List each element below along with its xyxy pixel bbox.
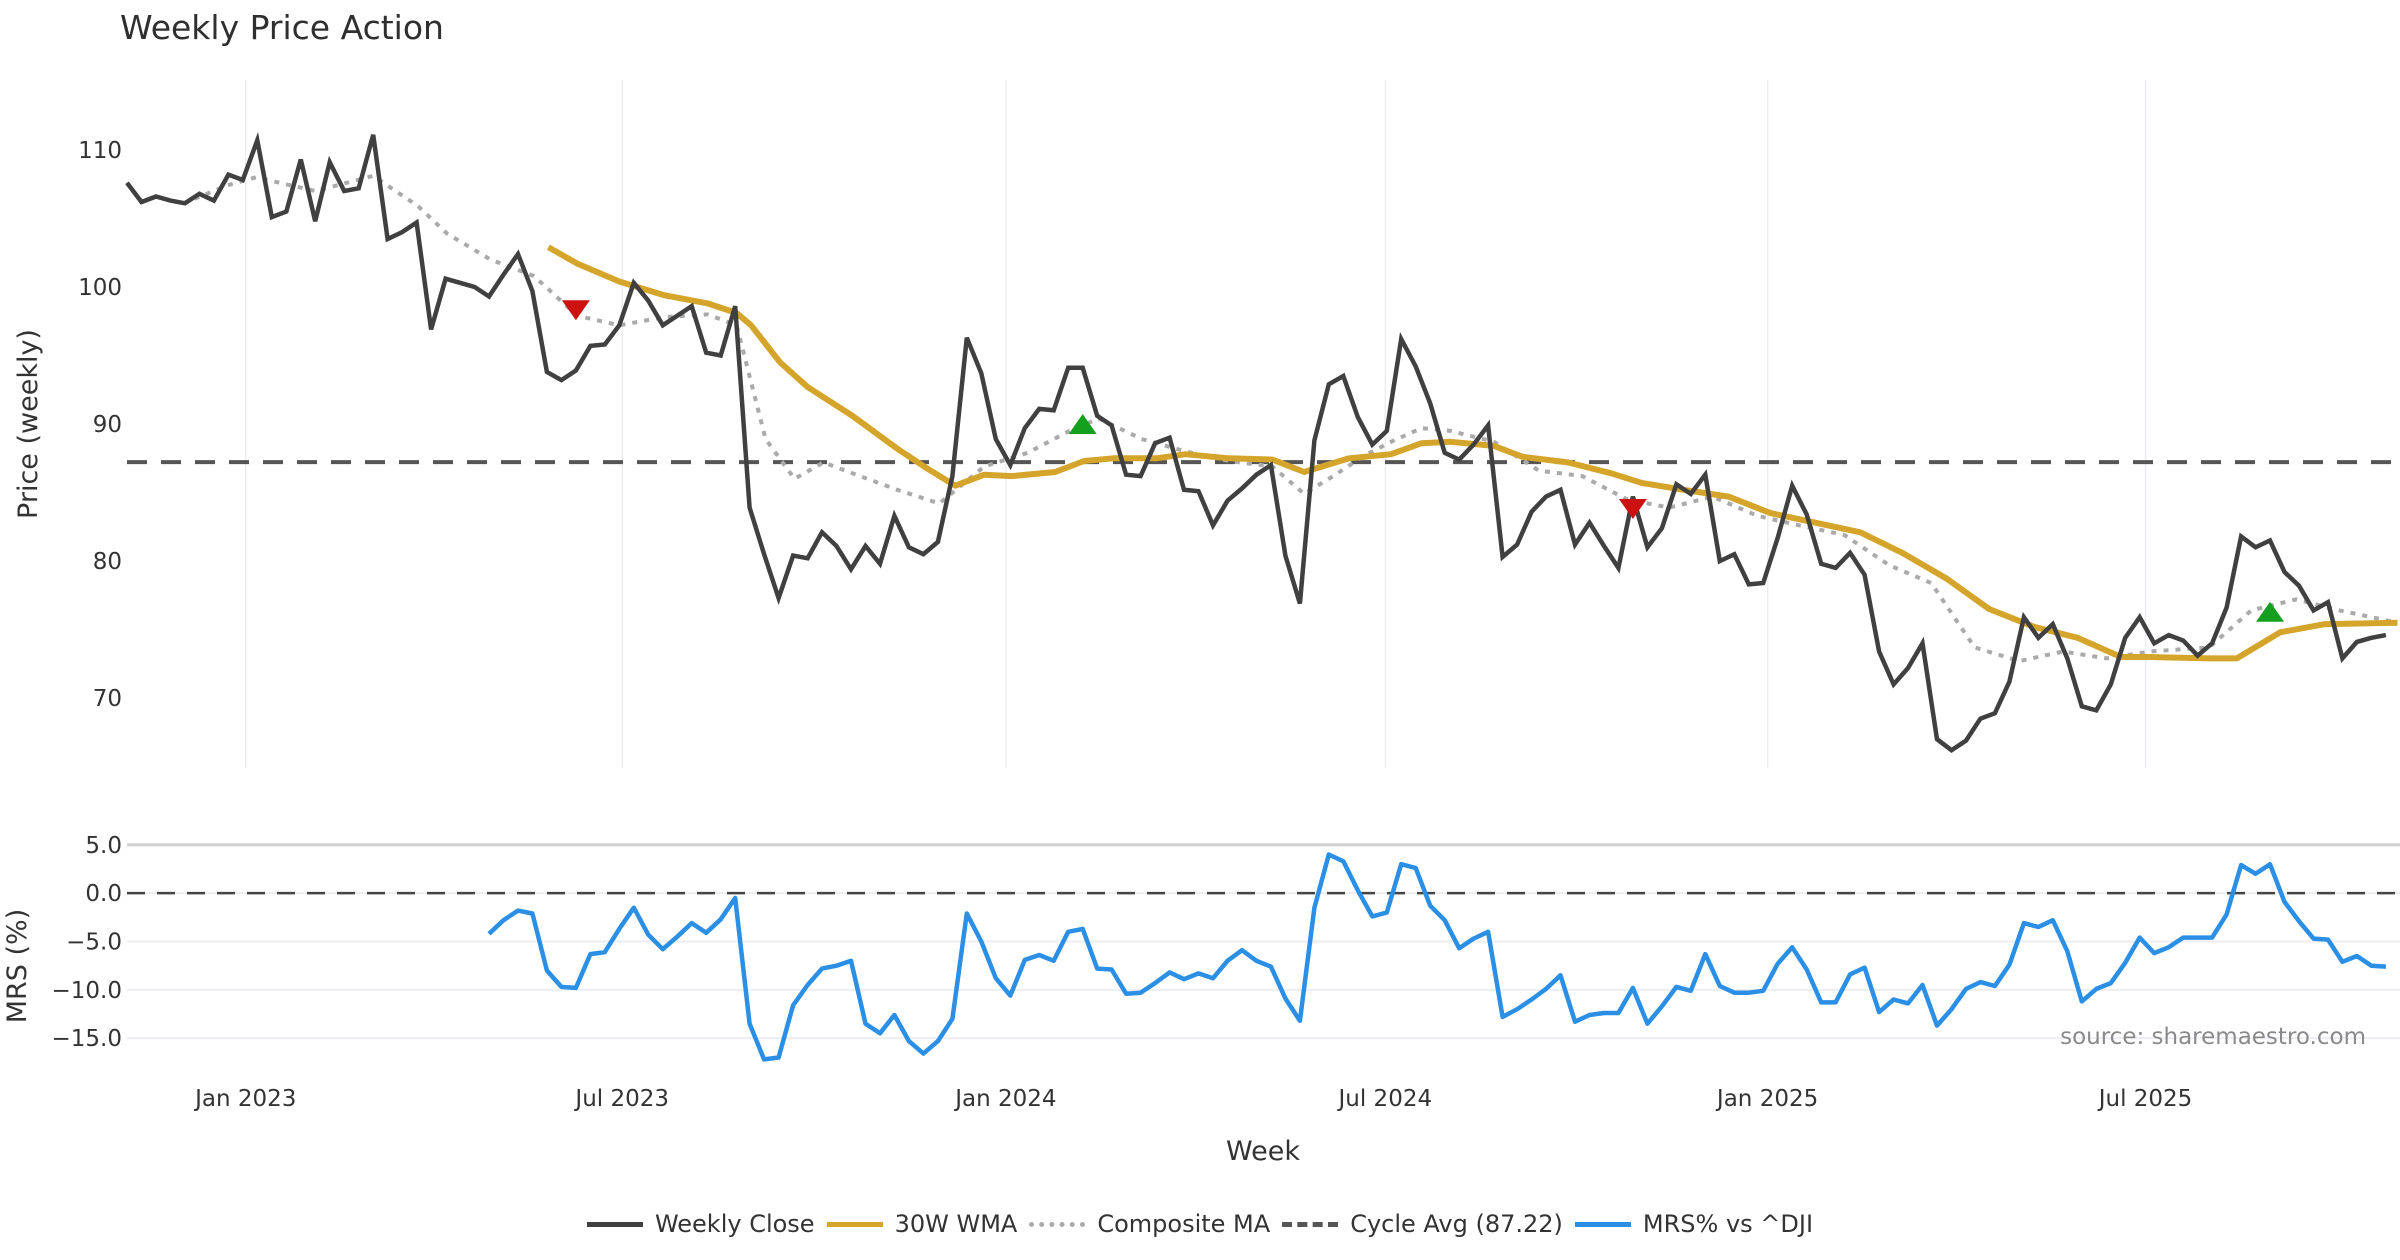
chart-canvas: 70 80 90 100 110 5.0 0.0 −5.0 −10.0 −15.0 Jan 20…: [2, 80, 2400, 1167]
price-y-ticks: 70 80 90 100 110: [78, 138, 122, 712]
wma-30w-line: [546, 244, 2398, 662]
legend-swatch: [826, 1221, 883, 1227]
legend-swatch: [1574, 1221, 1631, 1227]
x-tick-label: Jul 2024: [1337, 1086, 1433, 1112]
legend-label: Cycle Avg (87.22): [1350, 1210, 1563, 1238]
x-tick-label: Jan 2024: [953, 1086, 1056, 1112]
mrs-y-tick-label: −5.0: [66, 930, 122, 956]
signal-markers: [561, 300, 2285, 622]
buy-signal-marker: [1068, 414, 1097, 434]
mrs-y-tick-label: −15.0: [52, 1026, 122, 1052]
legend-label: 30W WMA: [894, 1210, 1018, 1238]
legend-label: Weekly Close: [654, 1210, 815, 1238]
price-y-tick-label: 90: [93, 412, 122, 438]
price-y-tick-label: 110: [78, 138, 122, 164]
legend-swatch: [586, 1221, 643, 1227]
mrs-line: [487, 852, 2387, 1062]
legend: Weekly Close 30W WMA Composite MA Cycle Avg…: [0, 1210, 2400, 1238]
mrs-y-tick-label: 5.0: [85, 833, 122, 859]
mrs-y-axis-label: MRS (%): [2, 909, 33, 1024]
legend-item: MRS% vs ^DJI: [1574, 1210, 1814, 1238]
legend-item: 30W WMA: [826, 1210, 1018, 1238]
x-axis-label: Week: [1226, 1136, 1300, 1167]
legend-swatch: [1282, 1221, 1339, 1227]
x-tick-label: Jan 2025: [1715, 1086, 1818, 1112]
price-y-tick-label: 70: [93, 686, 122, 712]
mrs-y-tick-label: −10.0: [52, 978, 122, 1004]
legend-swatch: [1029, 1221, 1086, 1227]
legend-item: Weekly Close: [586, 1210, 815, 1238]
x-tick-label: Jan 2023: [193, 1086, 296, 1112]
price-y-tick-label: 100: [78, 275, 122, 301]
legend-label: MRS% vs ^DJI: [1642, 1210, 1814, 1238]
price-grid: [244, 80, 2147, 768]
sell-signal-marker: [1618, 498, 1647, 519]
price-y-axis-label: Price (weekly): [13, 329, 44, 519]
x-tick-label: Jul 2023: [573, 1086, 669, 1112]
x-ticks: Jan 2023 Jul 2023 Jan 2024 Jul 2024 Jan 2025…: [193, 1086, 2192, 1112]
sell-signal-marker: [561, 300, 590, 321]
price-series: [125, 131, 2400, 753]
mrs-y-ticks: 5.0 0.0 −5.0 −10.0 −15.0: [52, 833, 122, 1052]
mrs-series: [487, 852, 2387, 1062]
mrs-grid: [127, 843, 2400, 1040]
weekly-close-line: [125, 131, 2387, 753]
legend-item: Cycle Avg (87.22): [1282, 1210, 1563, 1238]
source-note: source: sharemaestro.com: [2060, 1024, 2366, 1050]
chart-title: Weekly Price Action: [120, 8, 444, 47]
legend-item: Composite MA: [1029, 1210, 1270, 1238]
composite-ma-line: [182, 173, 2398, 664]
mrs-y-tick-label: 0.0: [85, 881, 122, 907]
legend-label: Composite MA: [1097, 1210, 1271, 1238]
buy-signal-marker: [2256, 601, 2285, 622]
price-y-tick-label: 80: [93, 549, 122, 575]
x-tick-label: Jul 2025: [2097, 1086, 2193, 1112]
